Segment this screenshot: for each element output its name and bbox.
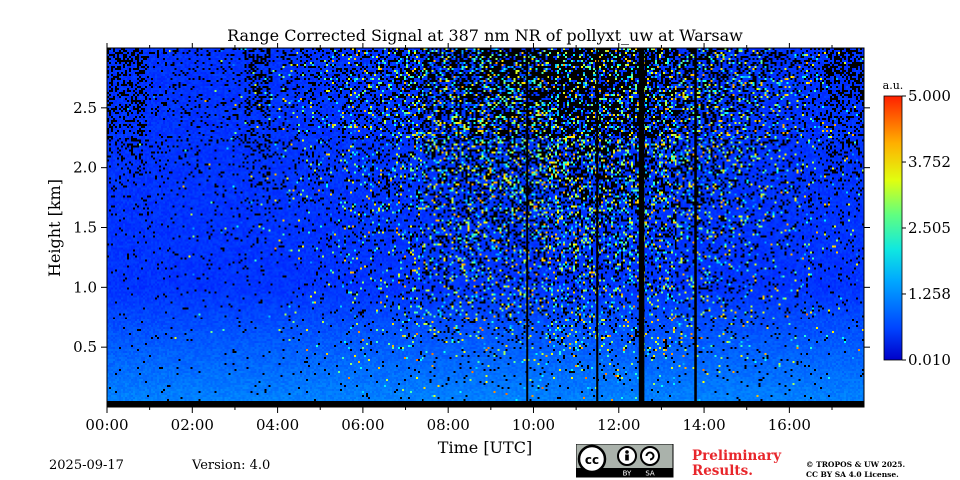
colorbar-ticks: 0.010 1.258 2.505 3.752 5.000 [902, 87, 951, 369]
y-tick-label: 1.0 [73, 278, 97, 296]
x-tick-label: 12:00 [597, 416, 640, 434]
y-tick-label: 2.5 [73, 99, 97, 117]
chart-title: Range Corrected Signal at 387 nm NR of p… [227, 26, 743, 45]
copyright-line2: CC BY SA 4.0 License. [806, 470, 899, 479]
no-data-gap [596, 48, 599, 407]
colorbar-tick-label: 0.010 [908, 351, 951, 369]
x-tick-label: 16:00 [768, 416, 811, 434]
x-tick-label: 02:00 [171, 416, 214, 434]
signal-heatmap [107, 48, 864, 407]
colorbar-unit: a.u. [883, 79, 904, 92]
colorbar-tick-label: 2.505 [908, 219, 951, 237]
svg-text:cc: cc [585, 453, 599, 467]
no-data-gap [694, 48, 697, 407]
cc-sa-text: SA [645, 470, 655, 478]
x-tick-label: 08:00 [427, 416, 470, 434]
no-data-gaps [526, 48, 697, 407]
copyright-line1: © TROPOS & UW 2025. [806, 460, 906, 469]
footer-version: Version: 4.0 [192, 458, 271, 473]
y-tick-label: 0.5 [73, 338, 97, 356]
colorbar-tick-label: 5.000 [908, 87, 951, 105]
preliminary-line2: Results. [692, 463, 753, 479]
colorbar-tick-label: 3.752 [908, 153, 951, 171]
x-axis-label: Time [UTC] [438, 438, 532, 457]
copyright-note: © TROPOS & UW 2025. CC BY SA 4.0 License… [806, 460, 905, 480]
preliminary-line1: Preliminary [692, 448, 782, 464]
y-tick-label: 1.5 [73, 219, 97, 237]
x-axis: 00:00 02:00 04:00 06:00 08:00 10:00 12:00 14:00… [85, 43, 833, 434]
preliminary-note: Preliminary Results. [692, 449, 781, 479]
x-tick-label: 14:00 [682, 416, 725, 434]
no-data-gap [526, 48, 529, 407]
y-axis-label: Height [km] [45, 179, 64, 277]
colorbar-gradient [884, 96, 902, 360]
x-tick-label: 04:00 [256, 416, 299, 434]
cc-by-sa-icon: cc BY SA [576, 444, 674, 478]
cc-by-text: BY [623, 470, 632, 478]
y-tick-label: 2.0 [73, 159, 97, 177]
x-tick-label: 00:00 [85, 416, 128, 434]
plot-area [107, 48, 864, 407]
x-tick-label: 10:00 [512, 416, 555, 434]
footer-date: 2025-09-17 [49, 458, 124, 473]
colorbar-tick-label: 1.258 [908, 285, 951, 303]
no-data-gap [638, 48, 645, 407]
x-tick-label: 06:00 [341, 416, 384, 434]
y-axis: 0.5 1.0 1.5 2.0 2.5 [73, 99, 870, 356]
colorbar: a.u. 0.010 1.258 2.505 3.752 5.000 [883, 79, 951, 369]
